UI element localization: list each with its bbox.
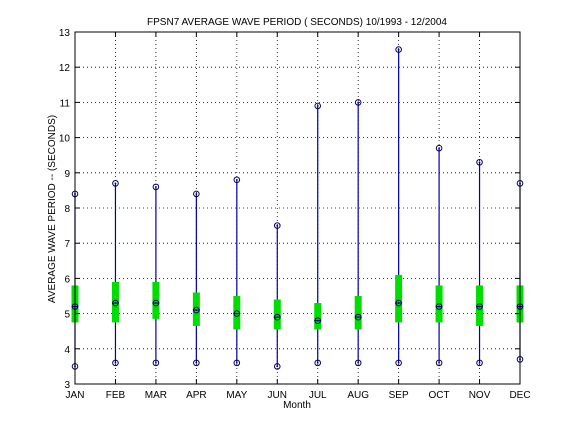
- x-tick-label: MAR: [145, 390, 167, 401]
- plot-frame: [74, 31, 521, 385]
- mean-marker-dot: [438, 305, 440, 308]
- max-marker: [476, 158, 483, 166]
- max-marker-dot: [357, 101, 360, 104]
- mean-marker-dot: [195, 309, 198, 311]
- min-marker: [476, 359, 483, 367]
- grid-layer: [74, 31, 521, 385]
- y-tick-label: 13: [59, 28, 71, 39]
- max-marker: [273, 222, 281, 229]
- min-marker-dot: [276, 365, 279, 368]
- min-marker: [193, 359, 200, 367]
- x-tick-label: NOV: [469, 390, 491, 401]
- max-marker: [435, 144, 443, 152]
- min-marker: [233, 359, 241, 367]
- y-tick-label: 9: [64, 169, 70, 180]
- max-marker-dot: [478, 161, 481, 164]
- iqr-box: [354, 296, 362, 330]
- mean-marker-dot: [276, 316, 279, 319]
- y-tick-label: 4: [64, 345, 70, 356]
- min-marker: [273, 363, 281, 370]
- max-marker-dot: [397, 48, 400, 51]
- min-marker: [314, 359, 322, 367]
- y-tick-label: 10: [59, 134, 71, 145]
- iqr-box: [395, 274, 403, 323]
- min-marker-dot: [397, 361, 400, 364]
- mean-marker-dot: [397, 302, 400, 304]
- max-marker: [152, 183, 160, 191]
- max-marker-dot: [114, 182, 117, 185]
- mean-marker: [395, 299, 402, 307]
- mean-marker: [476, 303, 483, 310]
- mean-marker: [314, 317, 322, 324]
- y-tick-label: 6: [64, 274, 70, 285]
- x-tick-label: JUN: [268, 390, 287, 401]
- mean-marker-dot: [114, 302, 117, 304]
- max-marker: [233, 176, 241, 184]
- mean-marker: [193, 306, 200, 314]
- y-tick-label: 7: [64, 239, 70, 250]
- x-tick-label: AUG: [347, 390, 369, 401]
- max-marker-dot: [235, 178, 238, 181]
- x-tick-label: JUL: [309, 390, 327, 401]
- mean-marker: [273, 313, 281, 321]
- x-tick-label: OCT: [429, 390, 450, 401]
- mean-marker: [233, 310, 241, 317]
- x-tick-label: APR: [186, 390, 207, 401]
- y-tick-label: 5: [64, 310, 70, 321]
- x-tick-label: JAN: [66, 390, 85, 401]
- max-marker-dot: [155, 185, 157, 188]
- min-marker-dot: [114, 361, 117, 364]
- mean-marker: [112, 299, 119, 307]
- mean-marker: [354, 313, 362, 321]
- min-marker-dot: [155, 361, 157, 364]
- x-tick-label: MAY: [226, 390, 247, 401]
- chart-title: FPSN7 AVERAGE WAVE PERIOD ( SECONDS) 10/…: [147, 17, 447, 28]
- y-axis-title: AVERAGE WAVE PERIOD -- (SECONDS): [47, 115, 58, 303]
- mean-marker-dot: [357, 316, 360, 319]
- min-marker-dot: [235, 361, 238, 364]
- min-marker-dot: [478, 361, 481, 364]
- max-marker-dot: [276, 224, 279, 227]
- iqr-box: [314, 303, 322, 330]
- max-marker: [354, 99, 362, 106]
- max-marker: [395, 46, 402, 53]
- max-marker: [112, 180, 119, 187]
- min-marker-dot: [316, 361, 319, 364]
- min-marker-dot: [438, 361, 440, 364]
- y-tick-label: 8: [64, 204, 70, 215]
- mean-marker: [152, 299, 160, 307]
- max-marker: [314, 102, 322, 110]
- max-marker-dot: [438, 147, 440, 150]
- min-marker: [112, 359, 119, 367]
- min-marker: [395, 359, 402, 367]
- max-marker: [193, 190, 200, 198]
- min-marker: [152, 359, 160, 367]
- y-tick-label: 11: [60, 98, 71, 109]
- mean-marker-dot: [155, 302, 157, 304]
- min-marker: [354, 359, 362, 367]
- mean-marker-dot: [235, 312, 238, 315]
- y-tick-label: 3: [64, 380, 70, 391]
- max-marker-dot: [316, 105, 319, 107]
- max-marker-dot: [195, 193, 198, 195]
- y-tick-label: 12: [59, 63, 71, 74]
- mean-marker: [435, 303, 443, 310]
- min-marker-dot: [195, 361, 198, 364]
- x-axis-title: Month: [283, 400, 311, 411]
- mean-marker-dot: [478, 305, 481, 308]
- min-marker-dot: [357, 361, 360, 364]
- x-tick-label: SEP: [389, 390, 409, 401]
- ticks-layer: 3 4 5 6 7 8 9 10 11 12 13 JAN FEB MAR APR MAY JUN JUL AUG S…: [59, 28, 531, 401]
- mean-marker-dot: [316, 319, 319, 322]
- x-tick-label: DEC: [509, 390, 530, 401]
- min-marker: [435, 359, 443, 367]
- x-tick-label: FEB: [106, 390, 126, 401]
